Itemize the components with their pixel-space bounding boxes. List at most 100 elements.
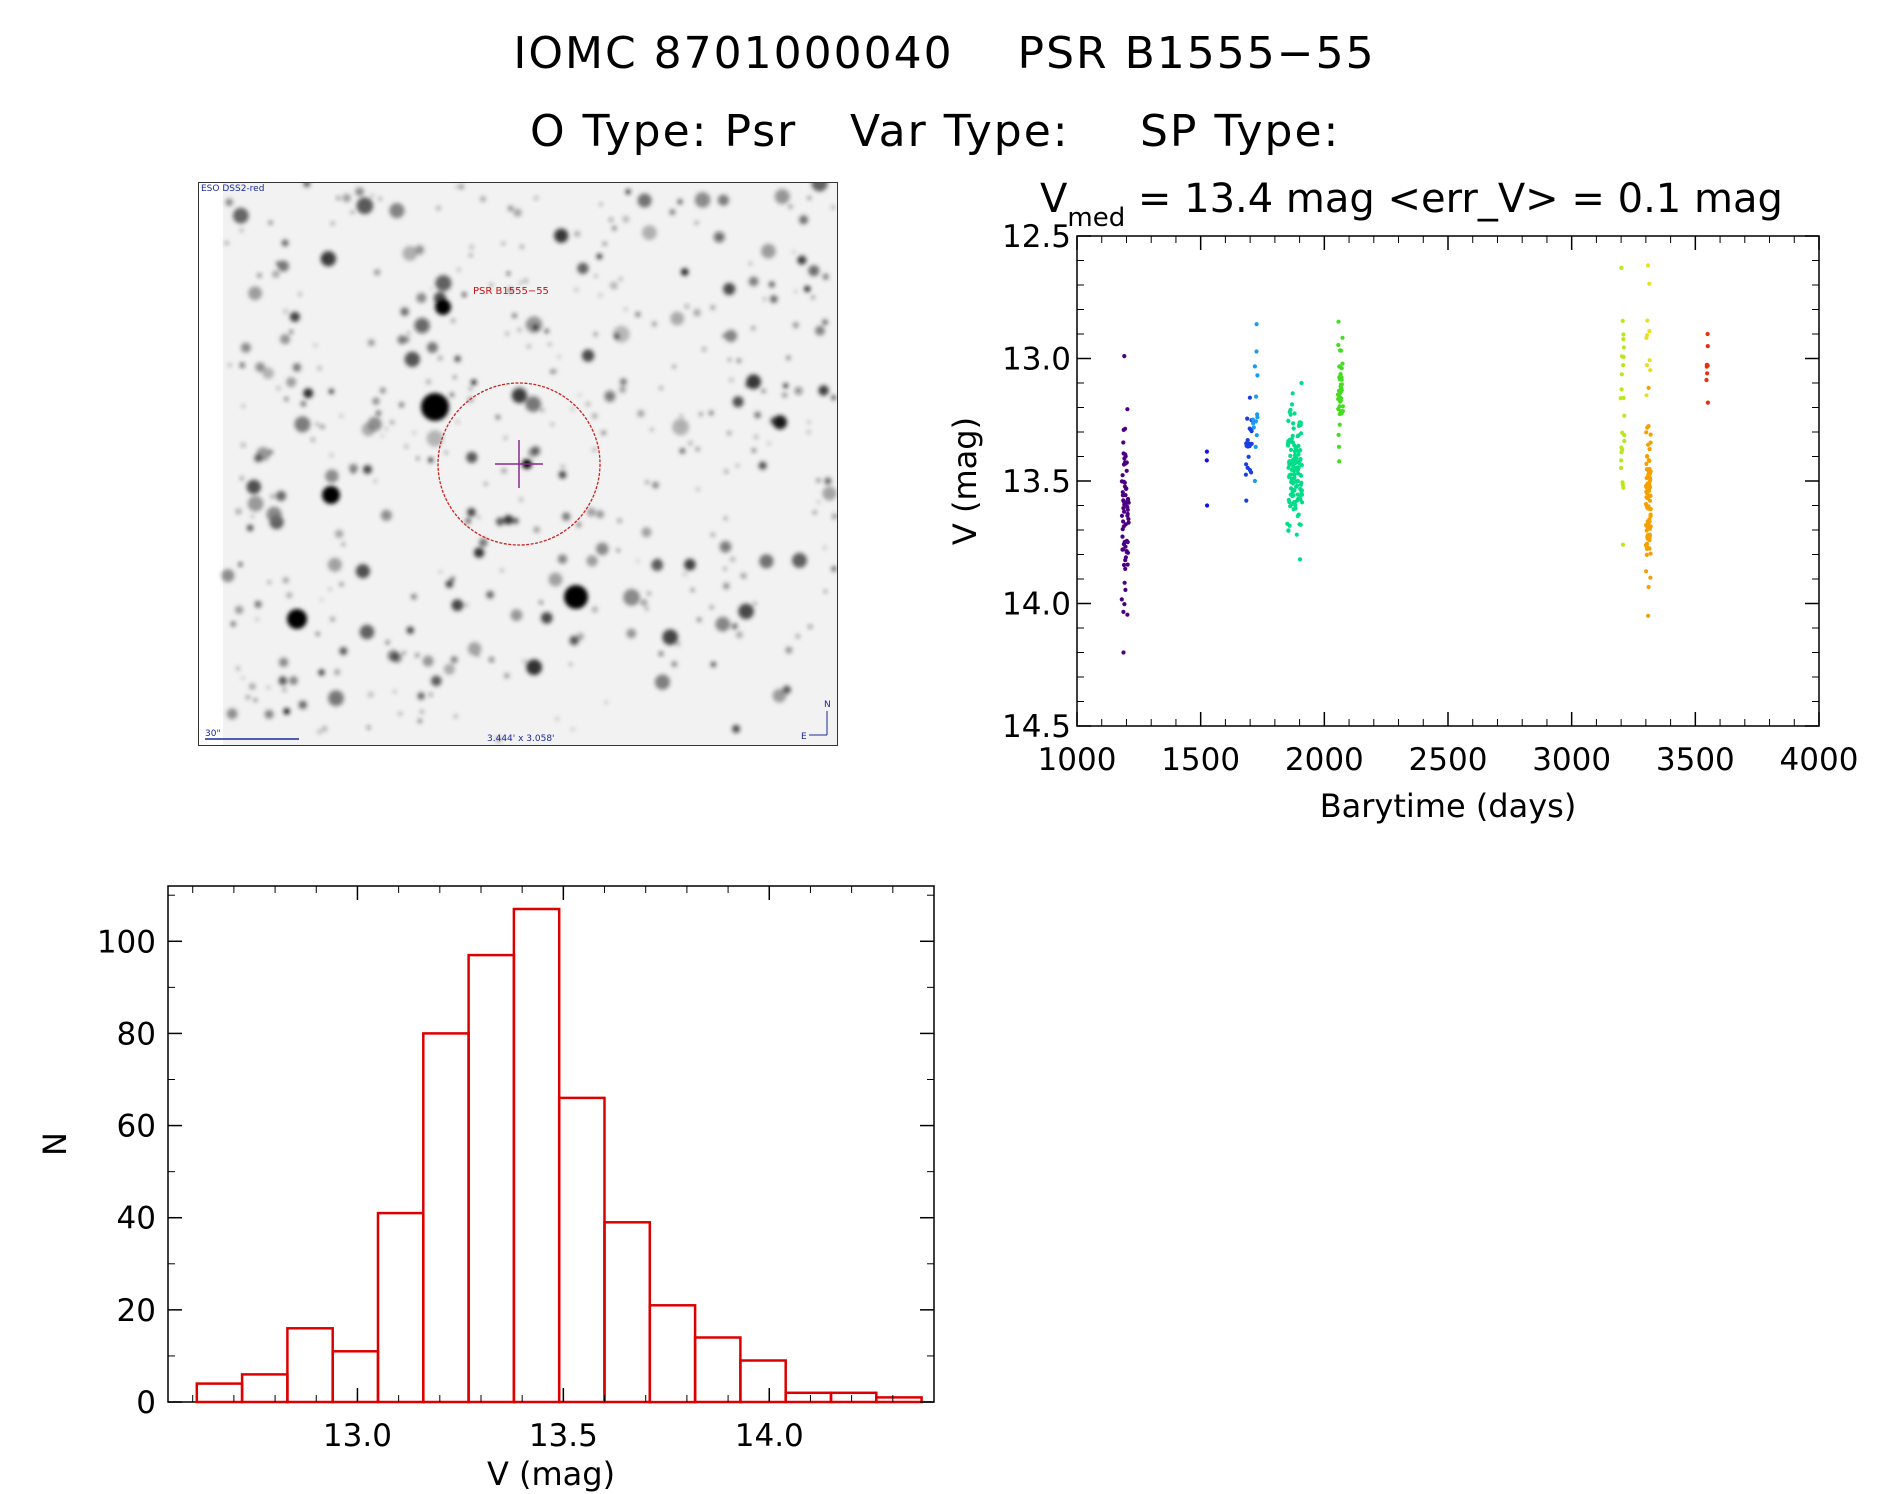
star xyxy=(699,412,703,416)
star xyxy=(428,457,434,463)
star xyxy=(495,415,500,420)
star xyxy=(593,332,598,337)
light-curve-point xyxy=(1297,557,1303,562)
star xyxy=(571,407,574,411)
light-curve-point xyxy=(1297,422,1302,427)
star xyxy=(517,328,522,332)
star xyxy=(247,495,264,512)
light-curve-point xyxy=(1644,461,1649,466)
star xyxy=(679,414,683,418)
bright-star xyxy=(287,609,307,629)
light-curve-point xyxy=(1621,337,1626,342)
light-curve-point xyxy=(1645,486,1650,491)
star xyxy=(234,605,244,615)
star xyxy=(710,532,715,537)
star xyxy=(264,709,274,719)
light-curve-point xyxy=(1337,411,1342,417)
light-curve-point xyxy=(1121,427,1126,432)
light-curve-point xyxy=(1204,458,1209,463)
star xyxy=(473,547,485,558)
light-curve-point xyxy=(1121,479,1127,484)
star xyxy=(544,328,549,334)
light-curve-point xyxy=(1643,502,1649,507)
light-curve-point xyxy=(1121,440,1126,445)
star xyxy=(596,253,603,260)
star xyxy=(717,194,730,206)
light-curve-point xyxy=(1295,434,1300,439)
star xyxy=(724,470,728,473)
star xyxy=(702,347,706,351)
light-curve-point xyxy=(1292,472,1297,477)
star xyxy=(652,321,657,327)
star xyxy=(694,192,711,208)
light-curve-point xyxy=(1644,335,1649,340)
star xyxy=(761,389,766,393)
star xyxy=(454,185,458,189)
light-curve-point xyxy=(1120,473,1125,478)
spectral-type-label: SP Type: xyxy=(1140,106,1341,157)
star xyxy=(713,231,725,243)
star xyxy=(603,242,607,246)
light-curve-point xyxy=(1705,371,1710,376)
star xyxy=(450,576,455,582)
star xyxy=(398,712,402,716)
light-curve-point xyxy=(1254,433,1259,438)
light-curve-point xyxy=(1647,329,1652,334)
light-curve-point xyxy=(1245,465,1250,470)
histogram-bar xyxy=(376,1211,425,1404)
star xyxy=(788,204,793,209)
star xyxy=(375,410,382,416)
star xyxy=(266,686,270,690)
star xyxy=(400,307,409,316)
star xyxy=(404,444,408,449)
light-curve-point xyxy=(1120,534,1125,539)
star xyxy=(770,417,778,425)
star xyxy=(811,183,828,192)
star xyxy=(831,566,837,572)
light-curve-point xyxy=(1299,431,1304,436)
star xyxy=(596,510,605,519)
light-curve-point xyxy=(1647,538,1652,543)
star xyxy=(539,407,545,413)
star xyxy=(272,270,280,278)
star xyxy=(286,592,293,599)
star xyxy=(355,564,370,579)
light-curve-point xyxy=(1123,555,1128,560)
star xyxy=(557,554,568,564)
star xyxy=(748,276,759,287)
light-curve-point xyxy=(1336,444,1342,449)
histogram-bar xyxy=(875,1396,923,1404)
light-curve-point xyxy=(1645,263,1651,268)
star xyxy=(235,508,242,515)
histogram-bar xyxy=(467,953,516,1404)
histogram-bar xyxy=(648,1304,697,1404)
light-curve-point xyxy=(1125,511,1130,516)
light-curve-point xyxy=(1245,438,1250,443)
star xyxy=(505,331,509,336)
star xyxy=(379,387,386,394)
star xyxy=(557,355,561,359)
star xyxy=(822,319,828,325)
star xyxy=(268,220,273,225)
light-curve-points xyxy=(1119,263,1710,655)
star xyxy=(581,349,595,362)
star xyxy=(380,509,392,521)
star xyxy=(753,601,757,605)
light-curve-point xyxy=(1622,433,1627,438)
star xyxy=(232,207,249,224)
star xyxy=(241,676,245,680)
star xyxy=(731,623,738,630)
y-tick-label: 20 xyxy=(117,1293,156,1329)
histogram-xlabel: V (mag) xyxy=(487,1455,615,1493)
star xyxy=(241,443,245,447)
star xyxy=(690,588,695,592)
star xyxy=(555,717,559,721)
light-curve-point xyxy=(1287,459,1292,464)
star xyxy=(727,431,732,436)
light-curve-point xyxy=(1620,318,1625,323)
star xyxy=(240,342,251,353)
light-curve-xlabel: Barytime (days) xyxy=(1320,787,1577,825)
star xyxy=(429,693,433,697)
star xyxy=(466,451,478,463)
star xyxy=(462,292,467,297)
